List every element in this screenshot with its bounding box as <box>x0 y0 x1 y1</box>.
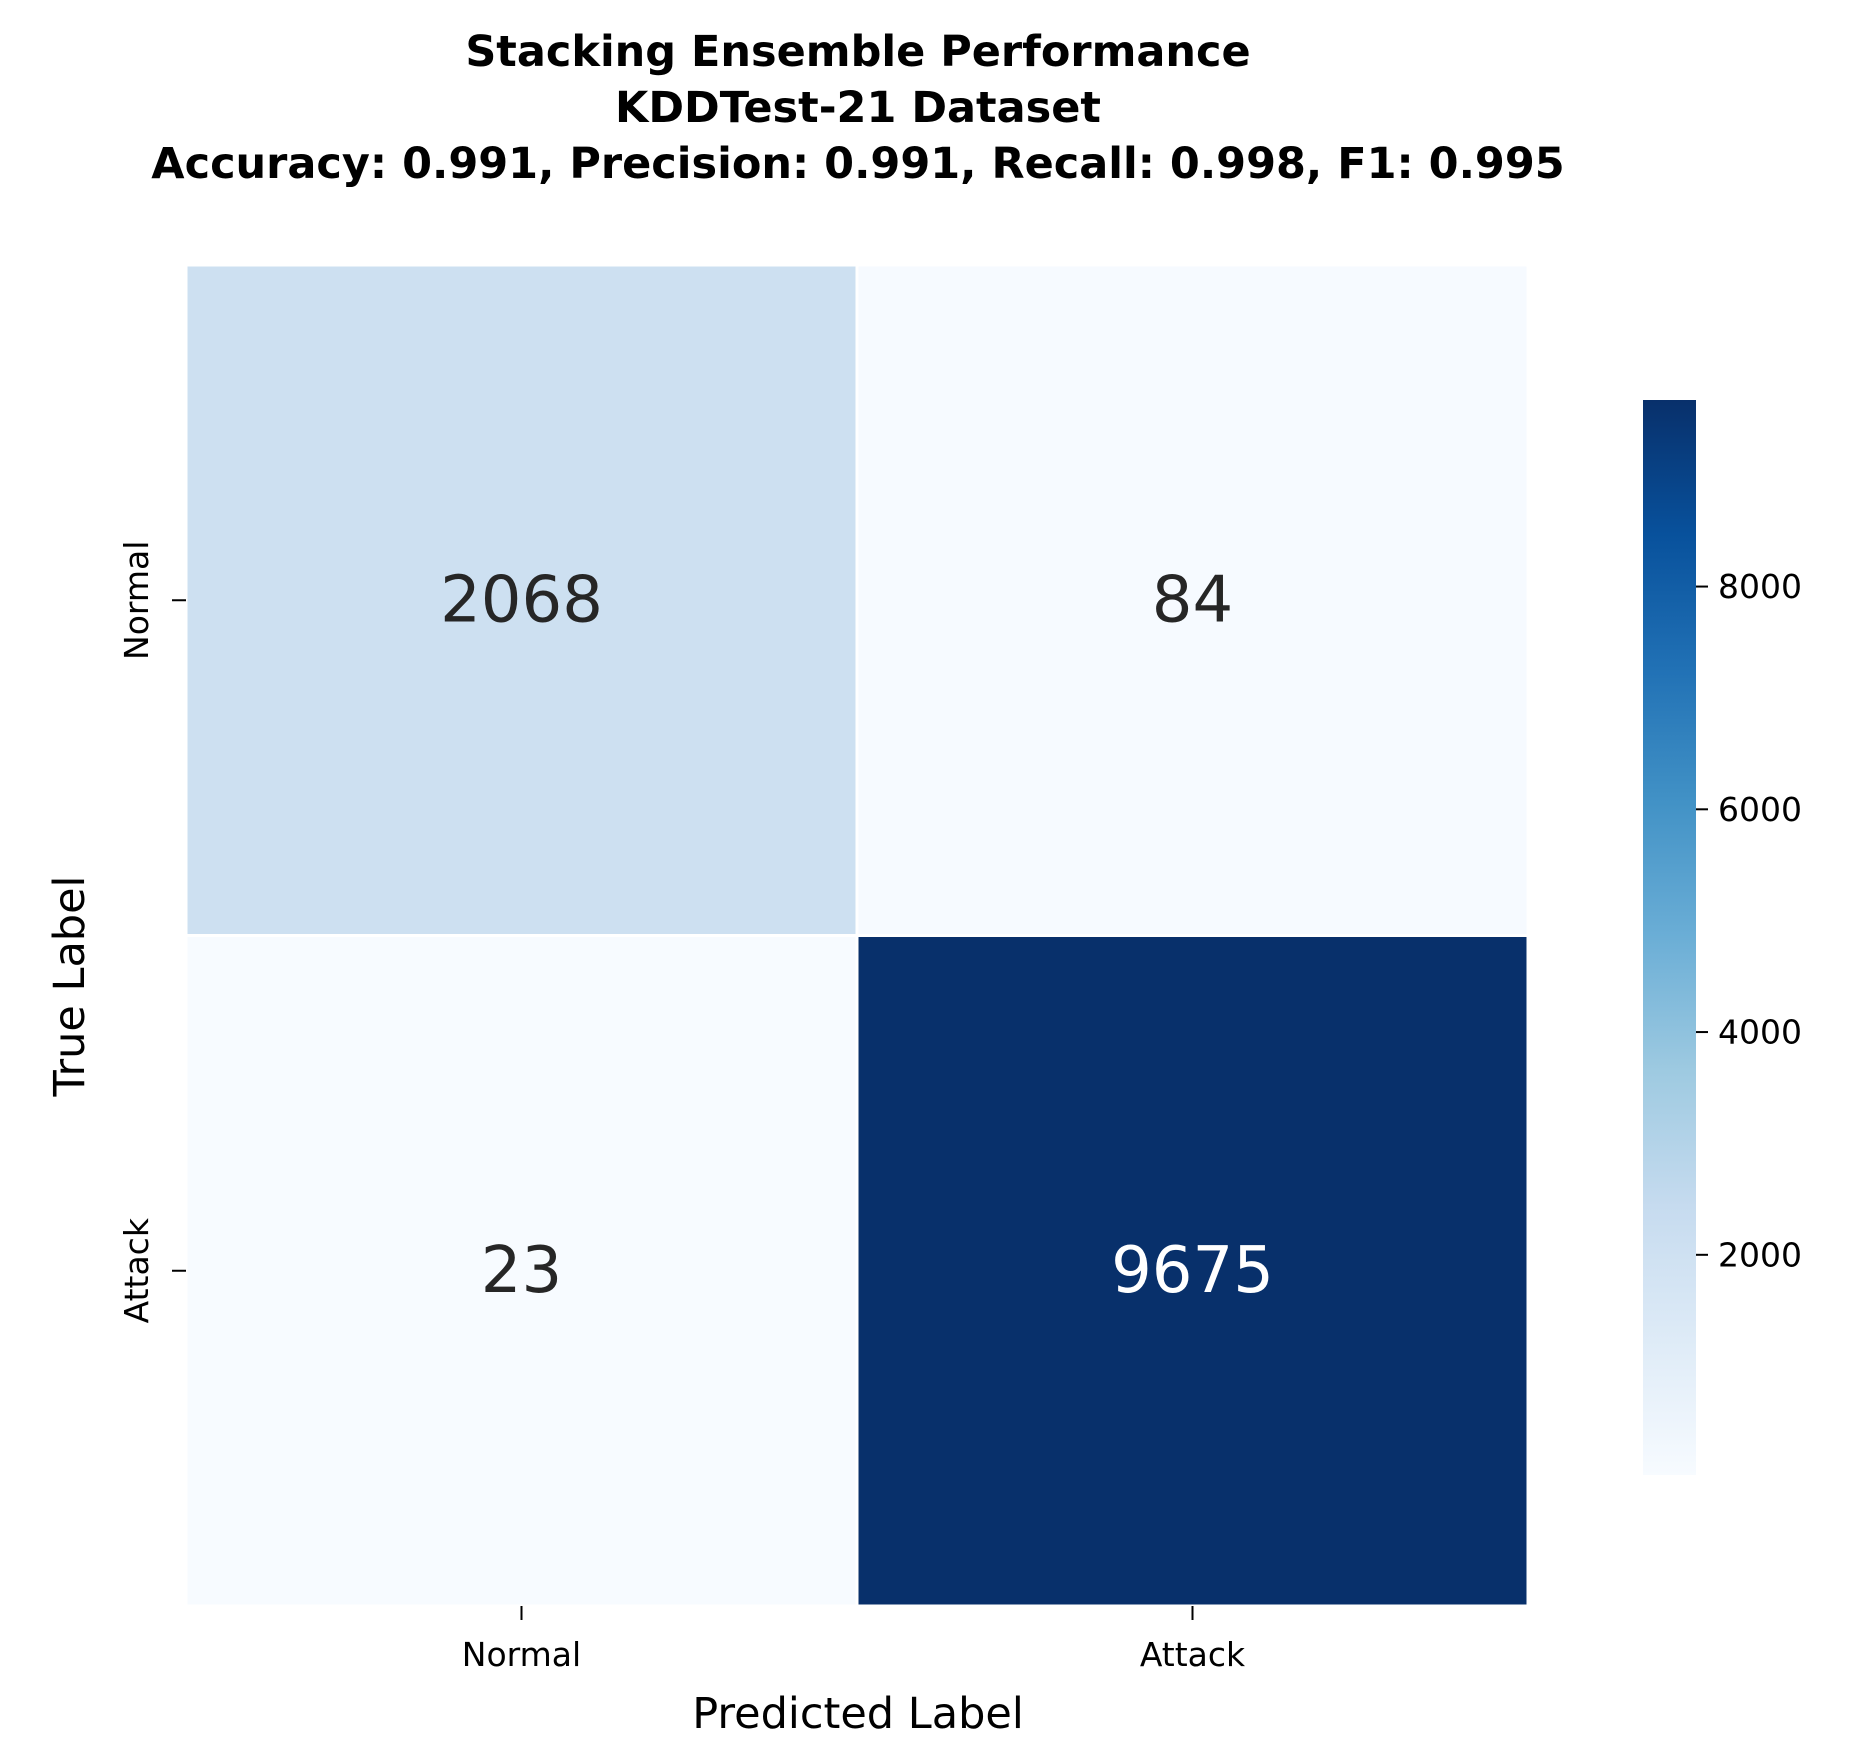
chart-title-line-2: KDDTest-21 Dataset <box>615 83 1101 133</box>
x-tick-label: Normal <box>462 1635 581 1674</box>
cell-value-label: 9675 <box>1111 1234 1274 1308</box>
colorbar-tick-label: 8000 <box>1718 567 1802 606</box>
chart-title-line-3: Accuracy: 0.991, Precision: 0.991, Recal… <box>151 139 1564 189</box>
x-axis-label: Predicted Label <box>692 1689 1024 1739</box>
x-tick-label: Attack <box>1140 1635 1246 1674</box>
cell-value-label: 23 <box>481 1234 562 1308</box>
heatmap-cell <box>184 934 859 1608</box>
colorbar-tick-label: 4000 <box>1718 1013 1802 1052</box>
heatmap-cells <box>184 263 1530 1608</box>
y-tick-label: Attack <box>117 1217 156 1323</box>
colorbar-tick-label: 2000 <box>1718 1235 1802 1274</box>
heatmap-cell <box>855 934 1530 1608</box>
axis-ticks: Normal Attack Normal Attack <box>117 541 1246 1674</box>
colorbar-ticks: 2000 4000 6000 8000 <box>1696 567 1802 1274</box>
y-tick-label: Normal <box>117 541 156 660</box>
chart-title-line-1: Stacking Ensemble Performance <box>465 27 1250 77</box>
cell-value-label: 84 <box>1152 563 1233 637</box>
heatmap-cell <box>855 263 1530 937</box>
heatmap-cell <box>184 263 859 937</box>
colorbar-tick-label: 6000 <box>1718 790 1802 829</box>
heatmap-annotations: 2068 84 23 9675 <box>440 563 1274 1308</box>
y-axis-label: True Label <box>45 875 95 1097</box>
colorbar <box>1643 400 1696 1475</box>
cell-value-label: 2068 <box>440 563 603 637</box>
